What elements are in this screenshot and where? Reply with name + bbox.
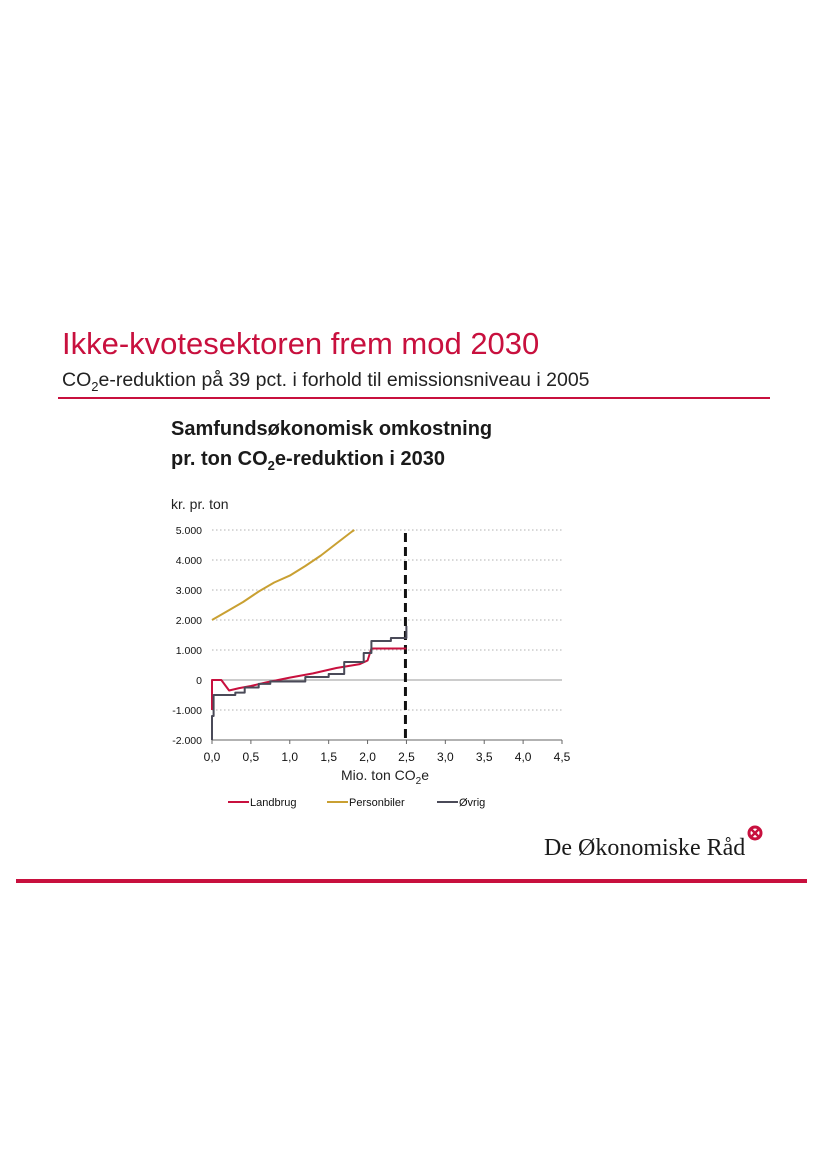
subtitle-rest: e-reduktion på 39 pct. i forhold til emi…	[98, 369, 590, 391]
y-axis-unit: kr. pr. ton	[171, 496, 229, 512]
subtitle-subscript: 2	[91, 378, 99, 394]
slide-subtitle: CO2e-reduktion på 39 pct. i forhold til …	[62, 369, 590, 394]
x-tick-label: 4,0	[515, 750, 532, 764]
x-tick-label: 4,5	[554, 750, 571, 764]
chart-title: Samfundsøkonomisk omkostning pr. ton CO2…	[171, 414, 492, 481]
x-tick-label: 3,0	[437, 750, 454, 764]
y-tick-label: 5.000	[176, 525, 202, 537]
series-line-landbrug	[211, 647, 407, 710]
chart-title-line1: Samfundsøkonomisk omkostning	[171, 418, 493, 440]
y-tick-label: 0	[196, 675, 202, 687]
x-tick-label: 2,0	[359, 750, 376, 764]
footer-rule	[16, 879, 807, 883]
y-tick-label: -2.000	[172, 735, 202, 747]
x-axis-label: Mio. ton CO2e	[341, 767, 429, 787]
x-tick-label: 1,5	[320, 750, 337, 764]
subtitle-co: CO	[62, 369, 92, 391]
chart-title-line2: pr. ton CO2e-reduktion i 2030	[171, 444, 492, 481]
series-line-ovrig	[211, 626, 408, 740]
x-tick-label: 0,5	[243, 750, 260, 764]
chart-title-line2-pre: pr. ton CO	[171, 448, 268, 470]
title-rule	[58, 397, 770, 399]
legend-label-landbrug: Landbrug	[250, 797, 297, 809]
y-tick-label: 3.000	[176, 585, 202, 597]
y-tick-label: 4.000	[176, 555, 202, 567]
logo-text: De Økonomiske Råd	[544, 835, 746, 861]
logo-mark-icon	[747, 825, 763, 841]
chart-title-line2-post: e-reduktion i 2030	[274, 448, 445, 470]
legend-label-ovrig: Øvrig	[459, 797, 485, 809]
y-tick-label: -1.000	[172, 705, 202, 717]
legend-label-personbiler: Personbiler	[349, 797, 405, 809]
y-tick-label: 1.000	[176, 645, 202, 657]
x-tick-label: 0,0	[204, 750, 221, 764]
chart-title-line2-sub: 2	[267, 458, 275, 473]
series-line-personbiler	[211, 529, 355, 621]
x-axis-label-pre: Mio. ton CO	[341, 767, 416, 783]
y-tick-label: 2.000	[176, 615, 202, 627]
x-axis-label-sub: 2	[416, 776, 422, 787]
slide-title: Ikke-kvotesektoren frem mod 2030	[62, 326, 540, 361]
x-tick-label: 2,5	[398, 750, 415, 764]
x-tick-label: 1,0	[281, 750, 298, 764]
x-axis-label-post: e	[421, 767, 429, 783]
x-tick-label: 3,5	[476, 750, 493, 764]
